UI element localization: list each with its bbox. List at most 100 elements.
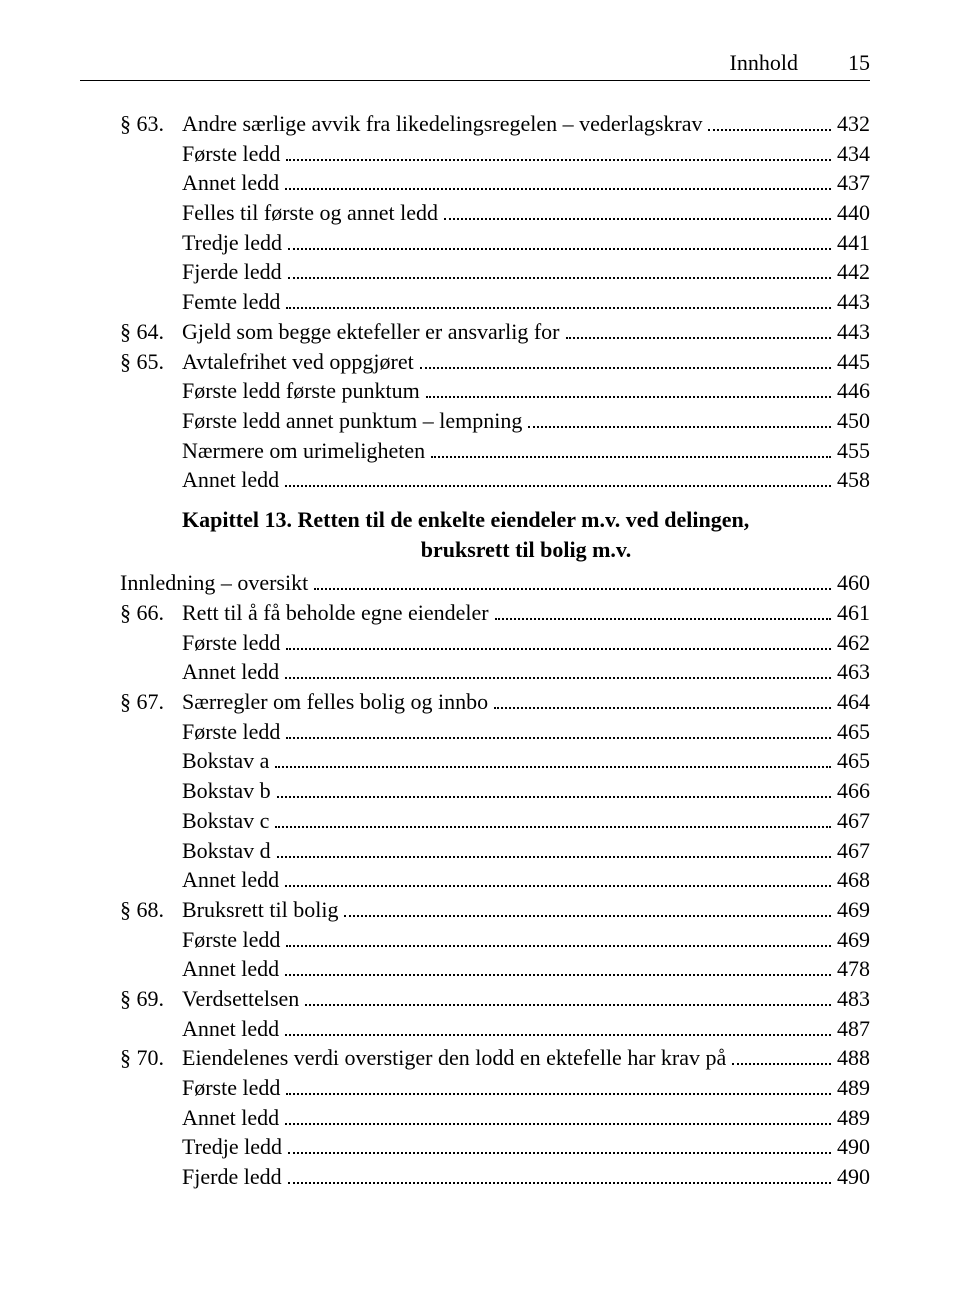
dot-leader [444,205,831,220]
dot-leader [288,1169,831,1184]
dot-leader [277,842,831,857]
dot-leader [275,813,831,828]
toc-row: Annet ledd 489 [120,1103,870,1133]
toc-row: Annet ledd487 [120,1014,870,1044]
toc-page-number: 432 [837,109,870,139]
toc-label: Annet ledd [182,865,279,895]
dot-leader [285,872,831,887]
toc-page-number: 466 [837,776,870,806]
dot-leader [285,1110,831,1125]
dot-leader [528,413,831,428]
dot-leader [286,294,831,309]
dot-leader [314,575,831,590]
toc-label: Første ledd annet punktum – lempning [182,406,522,436]
toc-page-number: 464 [837,687,870,717]
toc-row: § 69.Verdsettelsen483 [120,984,870,1014]
toc-label: Nærmere om urimeligheten [182,436,425,466]
section-marker: § 67. [120,687,182,717]
toc-label: Fjerde ledd [182,1162,282,1192]
toc-page-number: 490 [837,1132,870,1162]
toc-page-number: 455 [837,436,870,466]
dot-leader [285,1020,831,1035]
toc-row: § 64.Gjeld som begge ektefeller er ansva… [120,317,870,347]
toc-row: Bokstav a 465 [120,746,870,776]
toc-page-number: 461 [837,598,870,628]
toc-row: Nærmere om urimeligheten 455 [120,436,870,466]
dot-leader [288,235,831,250]
toc-label: Særregler om felles bolig og innbo [182,687,488,717]
toc-label: Bokstav b [182,776,271,806]
toc-page-number: 489 [837,1103,870,1133]
toc-label: Første ledd [182,717,280,747]
chapter-heading-line: bruksrett til bolig m.v. [182,535,870,565]
toc-page-number: 469 [837,895,870,925]
dot-leader [286,146,831,161]
toc-page-number: 441 [837,228,870,258]
toc-label: Innledning – oversikt [120,568,308,598]
toc-row: Tredje ledd490 [120,1132,870,1162]
toc-row: Felles til første og annet ledd440 [120,198,870,228]
dot-leader [431,442,831,457]
toc-row: Første ledd462 [120,628,870,658]
toc-label: Annet ledd [182,954,279,984]
toc-page-number: 450 [837,406,870,436]
table-of-contents: § 63.Andre særlige avvik fra likedelings… [120,109,870,1192]
toc-row: Fjerde ledd 442 [120,257,870,287]
toc-label: Femte ledd [182,287,280,317]
toc-page-number: 434 [837,139,870,169]
toc-row: Annet ledd437 [120,168,870,198]
toc-page-number: 467 [837,836,870,866]
toc-page-number: 467 [837,806,870,836]
toc-row: § 70.Eiendelenes verdi overstiger den lo… [120,1043,870,1073]
toc-page-number: 460 [837,568,870,598]
toc-label: Fjerde ledd [182,257,282,287]
dot-leader [288,264,831,279]
running-header: Innhold 15 [120,50,870,76]
toc-page-number: 468 [837,865,870,895]
toc-row: Fjerde ledd490 [120,1162,870,1192]
dot-leader [285,175,831,190]
toc-label: Rett til å få beholde egne eiendeler [182,598,489,628]
dot-leader [286,931,831,946]
section-marker: § 70. [120,1043,182,1073]
toc-page-number: 442 [837,257,870,287]
toc-row: § 65.Avtalefrihet ved oppgjøret445 [120,347,870,377]
toc-page-number: 469 [837,925,870,955]
toc-label: Bokstav a [182,746,269,776]
toc-row: Første ledd434 [120,139,870,169]
toc-row: § 67.Særregler om felles bolig og innbo 4… [120,687,870,717]
toc-page-number: 478 [837,954,870,984]
toc-row: § 66.Rett til å få beholde egne eiendele… [120,598,870,628]
dot-leader [566,324,831,339]
toc-page-number: 465 [837,746,870,776]
dot-leader [420,353,831,368]
toc-page-number: 463 [837,657,870,687]
dot-leader [275,753,831,768]
toc-label: Annet ledd [182,657,279,687]
toc-page-number: 462 [837,628,870,658]
toc-row: Tredje ledd441 [120,228,870,258]
dot-leader [494,694,831,709]
header-page-number: 15 [848,50,870,76]
dot-leader [285,961,831,976]
toc-row: Bokstav b 466 [120,776,870,806]
dot-leader [344,902,831,917]
header-rule [80,80,870,81]
dot-leader [286,635,831,650]
toc-page-number: 487 [837,1014,870,1044]
toc-page-number: 489 [837,1073,870,1103]
section-marker: § 69. [120,984,182,1014]
toc-page-number: 443 [837,317,870,347]
section-marker: § 64. [120,317,182,347]
toc-page-number: 458 [837,465,870,495]
dot-leader [288,1139,831,1154]
toc-label: Annet ledd [182,1103,279,1133]
toc-label: Eiendelenes verdi overstiger den lodd en… [182,1043,726,1073]
toc-label: Annet ledd [182,465,279,495]
toc-row: Femte ledd443 [120,287,870,317]
dot-leader [286,724,831,739]
toc-label: Avtalefrihet ved oppgjøret [182,347,414,377]
toc-row: Første ledd465 [120,717,870,747]
toc-row: Første ledd469 [120,925,870,955]
section-marker: § 66. [120,598,182,628]
